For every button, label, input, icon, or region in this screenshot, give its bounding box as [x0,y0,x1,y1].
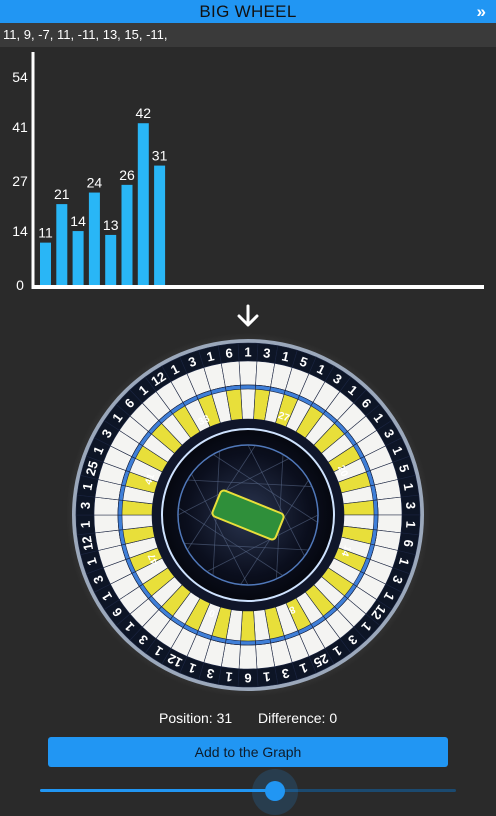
bar [105,234,117,285]
wheel-segment-band [372,514,379,531]
wheel-segment-band [240,384,256,390]
position-slider[interactable] [40,769,456,815]
app-title: BIG WHEEL [199,2,297,21]
wheel-segment-label: 1 [262,669,271,685]
wheel-position-label: 47 [146,551,161,566]
add-to-graph-button[interactable]: Add to the Graph [48,737,448,767]
big-wheel[interactable]: 1 3 1 5 131613151316131121312513161311213161… [64,331,432,699]
double-chevron-right-icon[interactable]: » [476,2,486,21]
wheel-segment-label: 1 [403,520,418,528]
wheel-segment-band [372,499,379,516]
wheel-position-label: 0 [207,606,216,618]
bar [121,184,133,285]
bar [88,192,100,285]
wheel-segment-label: 12 [165,651,185,671]
bar-value-label: 14 [70,213,86,229]
wheel-segment-label: 1 [244,345,251,360]
wheel-segment-band [117,499,124,516]
hub-lattice-line [184,543,309,551]
wheel-segment-label: 1 [205,348,215,364]
wheel-segment-label: 25 [311,651,331,671]
wheel-segment-label: 1 [84,556,100,567]
hub-lattice-line [177,458,290,516]
wheel-segment-label: 1 [78,520,93,528]
wheel-logo [211,489,285,541]
y-tick-label: 14 [12,223,28,239]
wheel-segment-label: 12 [368,602,389,623]
wheel-segment-label: 1 [186,660,198,677]
bar [154,165,166,285]
difference-label: Difference: 0 [258,710,338,726]
wheel-segment-label: 6 [244,671,251,686]
wheel-segment-bill [238,360,258,386]
wheel-segment-label: 3 [262,345,271,361]
wheel-segment-label: 1 [396,556,412,567]
wheel-segment-bill [93,514,120,534]
wheel-segment-label: 6 [225,345,234,361]
wheel-segment-label: 3 [186,354,198,371]
history-bar: 11, 9, -7, 11, -11, 13, 15, -11, [0,23,496,47]
bar [40,242,51,285]
wheel-segment-band [117,514,124,531]
status-row: Position: 31 Difference: 0 [0,710,496,728]
wheel-segment-label: 25 [83,459,102,477]
bar-value-label: 13 [103,217,119,233]
hub-lattice-line [206,514,319,572]
y-tick-label: 41 [12,119,28,135]
wheel-segment-bill [376,514,403,534]
wheel-segment-label: 3 [403,501,418,509]
y-tick-label: 27 [12,173,28,189]
wheel-position-label: 27 [277,410,292,424]
wheel-segment-label: 3 [205,665,215,681]
slider-thumb[interactable] [265,781,286,801]
wheel-segment-label: 3 [78,501,93,509]
bar [72,231,84,285]
wheel-position-label: 14 [338,544,352,559]
hub-lattice-line [187,479,312,487]
wheel-segment-label: 6 [401,538,417,548]
hub-lattice-line [191,473,249,586]
hub-lattice-line [178,507,284,576]
bar-value-label: 42 [136,105,152,121]
wheel-segment-inner [240,610,256,646]
wheel-position-label: 33 [197,413,212,428]
wheel-position-label: 8 [287,603,297,616]
y-tick-label: 54 [12,69,28,85]
title-bar: BIG WHEEL » [0,0,496,23]
bar [137,123,149,285]
wheel-segment-label: 12 [79,535,96,552]
bar-value-label: 26 [119,167,135,183]
wheel-segment-label: 5 [298,354,310,371]
bar [56,204,68,285]
bar-value-label: 11 [38,225,53,241]
wheel-segment-inner [240,384,256,420]
slider-fill [40,789,276,792]
wheel-segment-band [240,640,256,646]
wheel-segment-label: 5 [396,463,412,474]
wheel-segment-label: 1 [280,348,290,364]
wheel-position-label: 20 [335,464,350,479]
wheel-segment-label: 1 [225,669,234,685]
hub-lattice-line [212,454,318,523]
wheel-position-label: 41 [143,472,157,487]
wheel-segment-label: 12 [148,369,168,389]
history-text: 11, 9, -7, 11, -11, 13, 15, -11, [3,27,168,42]
wheel-segment-bill [238,644,258,670]
wheel-segment-bill [93,496,120,516]
wheel-segment-label: 1 [298,660,310,677]
arrow-down-icon [237,304,259,327]
wheel-segment-label: 3 [280,665,290,681]
hub-lattice-line [247,444,305,557]
bar-value-label: 24 [87,175,103,191]
wheel-segment-band [225,384,241,392]
bar-value-label: 21 [54,186,70,202]
wheel-segment-label: 1 [401,482,417,492]
wheel-segment-label: 1 [79,482,95,492]
position-label: Position: 31 [159,710,233,726]
wheel-segment-bill [376,496,403,516]
y-tick-label: 0 [16,277,24,293]
bar-value-label: 31 [152,148,168,164]
